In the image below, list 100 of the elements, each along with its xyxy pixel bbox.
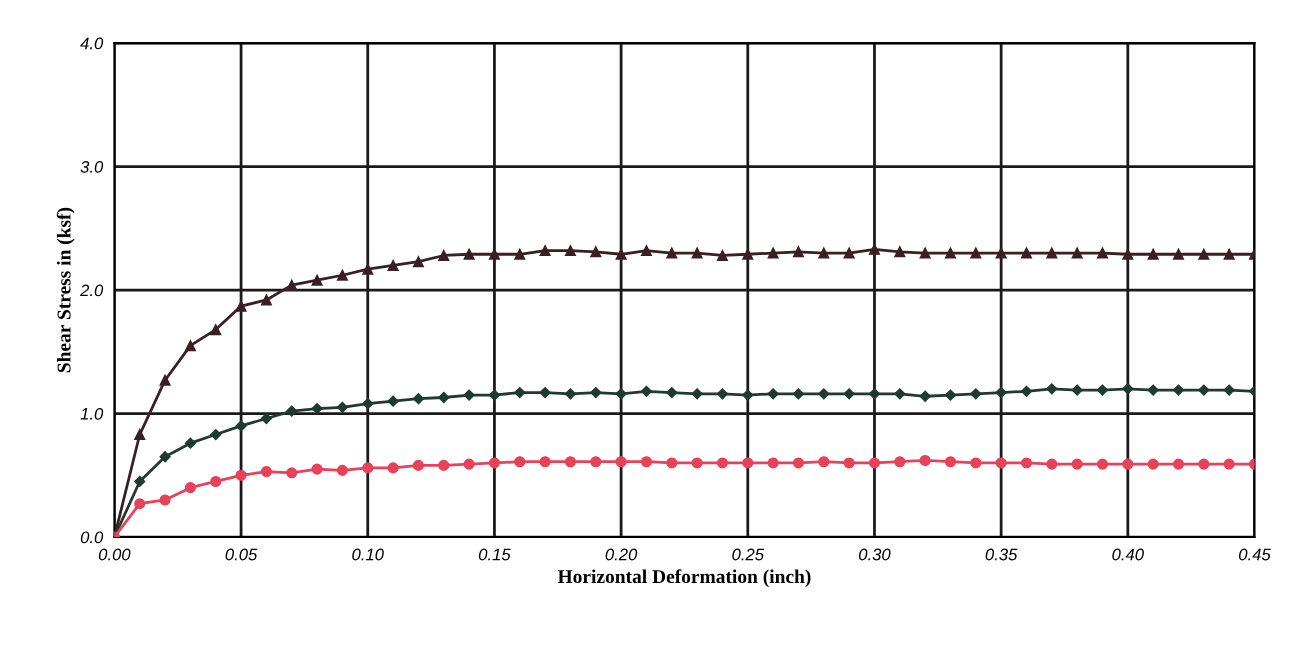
point <box>894 246 906 258</box>
point <box>260 412 273 425</box>
point <box>134 498 146 510</box>
x-tick-label: 0.00 <box>98 548 131 561</box>
point <box>843 388 855 400</box>
point <box>362 398 374 410</box>
x-tick-label: 0.25 <box>732 548 765 561</box>
point <box>1122 458 1134 470</box>
point <box>640 244 653 257</box>
x-tick-label: 0.35 <box>985 548 1018 561</box>
point <box>184 482 196 494</box>
point <box>818 247 830 259</box>
point <box>438 249 450 262</box>
point <box>260 466 272 478</box>
point <box>438 391 450 404</box>
point <box>818 456 830 468</box>
point <box>742 248 754 260</box>
point <box>286 405 298 417</box>
point <box>1223 248 1235 260</box>
point <box>1122 383 1134 395</box>
point <box>1198 384 1210 396</box>
point <box>868 457 881 469</box>
point <box>691 247 703 259</box>
point <box>894 388 906 400</box>
point <box>792 388 805 400</box>
point <box>716 457 729 469</box>
point <box>868 388 881 400</box>
point <box>995 247 1007 259</box>
point <box>412 459 424 471</box>
x-tick-label: 0.40 <box>1112 548 1144 561</box>
point <box>970 457 982 469</box>
x-tick-label: 0.30 <box>858 548 891 561</box>
point <box>514 456 526 468</box>
point <box>1096 384 1109 396</box>
x-axis-title: Horizontal Deformation (inch) <box>557 569 811 588</box>
point <box>615 388 627 400</box>
point <box>970 388 982 400</box>
point <box>1147 248 1159 260</box>
point <box>1046 458 1058 470</box>
point <box>235 469 247 481</box>
point <box>387 462 399 474</box>
point <box>919 390 931 402</box>
point <box>387 259 399 271</box>
y-tick-label: 1.0 <box>80 407 104 420</box>
point <box>362 462 374 474</box>
y-tick-label: 0.0 <box>80 531 104 544</box>
y-axis-title: Shear Stress in (ksf) <box>56 207 75 373</box>
point <box>1071 458 1083 470</box>
point <box>311 403 323 415</box>
y-tick-label: 3.0 <box>80 160 104 173</box>
point <box>691 388 703 400</box>
point <box>539 244 551 257</box>
point <box>792 246 805 258</box>
point <box>1020 385 1033 397</box>
point <box>488 248 500 260</box>
point <box>843 247 855 259</box>
point <box>640 456 653 468</box>
point <box>159 451 171 463</box>
point <box>1147 384 1159 396</box>
point <box>463 458 475 470</box>
point <box>1223 384 1235 396</box>
x-tick-label: 0.10 <box>352 548 384 561</box>
y-tick-label: 2.0 <box>80 284 104 297</box>
point <box>767 457 779 469</box>
point <box>615 248 627 260</box>
x-tick-label: 0.05 <box>225 548 258 561</box>
point <box>286 279 298 291</box>
point <box>184 437 197 449</box>
point <box>944 389 957 401</box>
point <box>311 463 323 475</box>
point <box>336 464 348 476</box>
point <box>1096 458 1109 470</box>
point <box>944 456 957 468</box>
point <box>463 389 475 401</box>
point <box>362 263 374 275</box>
point <box>564 456 576 468</box>
point <box>919 247 931 259</box>
x-tick-label: 0.15 <box>478 548 511 561</box>
point <box>640 385 653 397</box>
point <box>1172 384 1185 396</box>
point <box>488 389 501 401</box>
point <box>539 386 551 399</box>
point <box>539 456 551 468</box>
point <box>336 269 348 281</box>
point <box>260 294 272 306</box>
point <box>184 340 196 352</box>
point <box>666 457 678 469</box>
point <box>590 456 602 468</box>
point <box>767 388 779 400</box>
point <box>210 428 222 441</box>
point <box>843 457 855 469</box>
point <box>666 386 678 399</box>
x-tick-label: 0.20 <box>605 548 638 561</box>
point <box>336 401 349 413</box>
point <box>1046 247 1058 259</box>
point <box>1046 383 1058 395</box>
point <box>1122 248 1134 260</box>
point <box>1020 247 1033 259</box>
point <box>615 456 627 468</box>
point <box>868 243 881 255</box>
